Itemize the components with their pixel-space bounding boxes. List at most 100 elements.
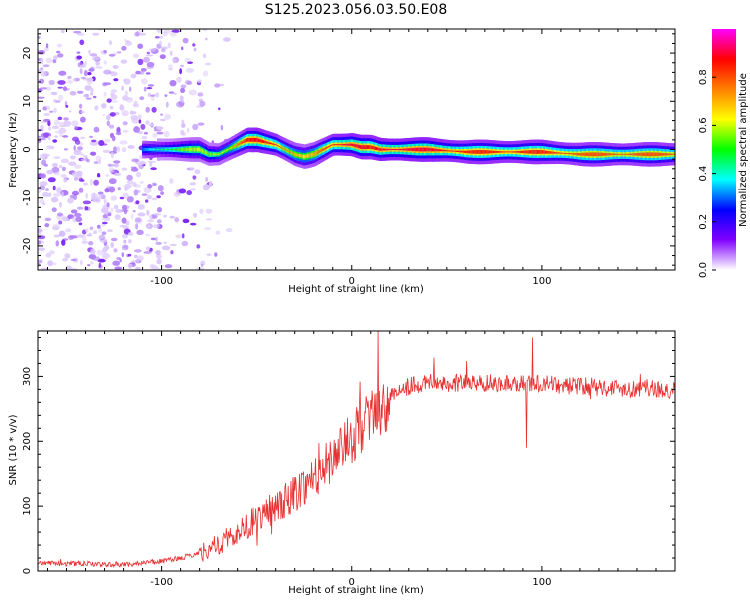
noise-blob — [146, 51, 150, 55]
ridge-cell — [604, 152, 607, 156]
noise-blob — [43, 112, 51, 116]
ridge-cell — [196, 147, 199, 152]
noise-blob — [126, 196, 134, 203]
ridge-cell — [347, 143, 350, 146]
ridge-cell — [652, 152, 655, 157]
ridge-cell — [232, 146, 235, 148]
noise-blob — [186, 190, 192, 196]
ridge-cell — [506, 151, 509, 153]
ridge-cell — [637, 153, 640, 156]
noise-blob — [62, 135, 69, 138]
noise-blob — [135, 200, 140, 205]
noise-blob — [52, 185, 56, 191]
noise-blob — [109, 112, 116, 117]
noise-blob — [138, 114, 142, 120]
ridge-cell — [645, 152, 648, 157]
noise-blob — [154, 36, 160, 39]
noise-blob — [181, 233, 185, 239]
noise-blob — [93, 230, 98, 235]
ridge-cell — [268, 142, 271, 145]
noise-blob — [180, 64, 185, 68]
ridge-cell — [595, 152, 598, 157]
ridge-cell — [563, 152, 566, 154]
ridge-cell — [544, 150, 547, 154]
ridge-cell — [341, 144, 344, 146]
noise-blob — [137, 212, 146, 217]
ridge-cell — [591, 152, 594, 157]
ridge-cell — [564, 152, 567, 154]
noise-blob — [161, 245, 171, 251]
noise-blob — [204, 227, 212, 231]
noise-blob — [41, 267, 49, 270]
noise-blob — [58, 127, 67, 134]
noise-blob — [151, 197, 158, 201]
ridge-cell — [620, 153, 623, 155]
noise-blob — [59, 132, 63, 137]
noise-blob — [138, 29, 142, 34]
ridge-cell — [162, 149, 165, 151]
noise-blob — [189, 167, 195, 171]
noise-blob — [132, 210, 136, 213]
ridge-cell — [204, 150, 207, 154]
noise-blob — [77, 173, 82, 179]
noise-blob — [52, 59, 57, 64]
noise-blob — [117, 187, 121, 191]
ridge-cell — [160, 148, 163, 151]
ridge-cell — [199, 147, 202, 152]
noise-blob — [65, 228, 72, 233]
noise-blob — [206, 218, 212, 221]
noise-blob — [88, 232, 92, 237]
noise-blob — [206, 253, 212, 256]
ridge-cell — [598, 152, 601, 157]
noise-blob — [107, 212, 112, 217]
noise-blob — [89, 226, 94, 231]
noise-blob — [205, 176, 209, 182]
noise-blob — [202, 184, 210, 191]
noise-blob — [74, 139, 81, 145]
ridge-cell — [282, 147, 285, 149]
noise-blob — [58, 94, 64, 101]
snr-y-tick-label: 100 — [22, 497, 33, 516]
ridge-cell — [302, 154, 306, 159]
noise-blob — [79, 64, 86, 68]
noise-blob — [223, 37, 231, 42]
noise-blob — [94, 105, 99, 111]
noise-blob — [121, 252, 125, 257]
ridge-cell — [193, 147, 196, 152]
noise-blob — [123, 239, 127, 244]
noise-blob — [57, 116, 63, 121]
noise-blob — [89, 92, 94, 96]
ridge-cell — [617, 153, 620, 155]
snr-x-label: Height of straight line (km) — [288, 585, 424, 596]
noise-blob — [39, 78, 45, 84]
ridge-cell — [272, 143, 275, 145]
noise-blob — [98, 140, 105, 146]
noise-blob — [98, 234, 106, 241]
noise-blob — [110, 195, 118, 201]
noise-blob — [56, 43, 63, 48]
noise-blob — [161, 48, 166, 53]
ridge-cell — [185, 147, 188, 152]
figure-title: S125.2023.056.03.50.E08 — [265, 2, 448, 18]
noise-blob — [137, 43, 144, 49]
ridge-cell — [599, 152, 602, 157]
noise-blob — [88, 241, 94, 246]
noise-blob — [135, 171, 142, 178]
noise-blob — [63, 178, 68, 183]
snr-x-tick-label: -100 — [150, 577, 173, 588]
noise-blob — [181, 240, 189, 247]
ridge-cell — [583, 152, 586, 156]
snr-series-line — [38, 331, 675, 569]
noise-blob — [172, 58, 175, 62]
noise-blob — [112, 260, 120, 266]
noise-blob — [105, 174, 110, 177]
noise-blob — [122, 192, 129, 199]
noise-blob — [57, 80, 66, 85]
colorbar-tick-label: 0.6 — [698, 117, 709, 133]
noise-blob — [53, 55, 58, 60]
noise-blob — [70, 258, 78, 261]
noise-blob — [58, 70, 67, 76]
ridge-cell — [486, 150, 489, 154]
ridge-cell — [634, 153, 638, 156]
noise-blob — [147, 219, 154, 223]
